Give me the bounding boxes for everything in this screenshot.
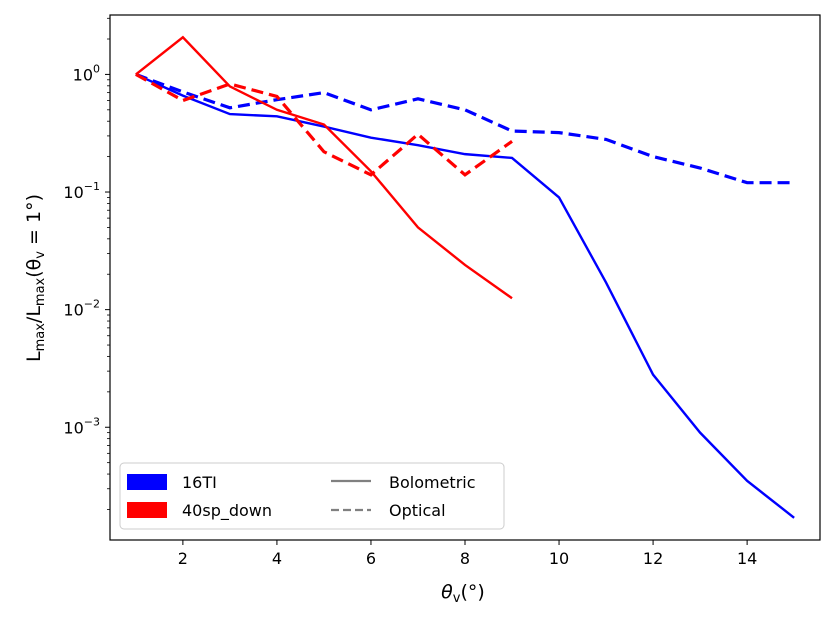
x-axis-title: θv(°)	[441, 581, 485, 606]
x-tick-label: 4	[272, 549, 282, 568]
legend-label-16ti: 16TI	[182, 473, 217, 492]
x-tick-label: 12	[643, 549, 663, 568]
x-axis-title-tail: (°)	[461, 581, 485, 603]
y-axis-title-sub-3: v	[33, 251, 48, 259]
x-tick-label: 14	[737, 549, 757, 568]
y-tick-label: 10−3	[63, 415, 100, 437]
x-tick-label: 10	[549, 549, 569, 568]
legend: 16TI 40sp_down Bolometric Optical	[119, 462, 505, 530]
y-axis-title-part-4: = 1°)	[23, 194, 45, 251]
x-tick-label: 6	[366, 549, 376, 568]
x-axis-title-sub: v	[453, 591, 461, 606]
legend-frame	[119, 462, 505, 530]
y-axis-title-sub-2: max	[33, 277, 48, 306]
legend-label-optical: Optical	[389, 501, 446, 520]
x-tick-label: 8	[460, 549, 470, 568]
y-axis-title-sub-1: max	[33, 323, 48, 352]
series-line-16ti-optical	[135, 72, 795, 185]
series-line-40sp-down-optical	[135, 73, 513, 177]
y-axis-title-part-1: L	[23, 351, 45, 362]
series-line-16ti-bolometric	[135, 73, 795, 519]
y-tick-label: 100	[73, 62, 100, 84]
x-tick-label: 2	[178, 549, 188, 568]
series-layer	[135, 35, 795, 519]
y-axis: 100 10−1 10−2 10−3	[63, 17, 110, 510]
y-tick-label: 10−2	[63, 298, 100, 320]
y-tick-label: 10−1	[63, 180, 100, 202]
legend-label-bolometric: Bolometric	[389, 473, 476, 492]
y-axis-title: Lmax/Lmax(θv = 1°)	[23, 194, 48, 362]
legend-patch-16ti	[127, 474, 167, 490]
x-axis-title-main: θ	[441, 581, 453, 603]
legend-patch-40sp-down	[127, 502, 167, 518]
y-axis-title-part-2: /L	[23, 306, 45, 323]
series-line-40sp-down-bolometric	[135, 35, 513, 300]
legend-label-40sp-down: 40sp_down	[182, 501, 272, 521]
x-axis: 2 4 6 8 10 12 14	[178, 540, 757, 568]
y-axis-title-part-3: (θ	[23, 259, 45, 278]
